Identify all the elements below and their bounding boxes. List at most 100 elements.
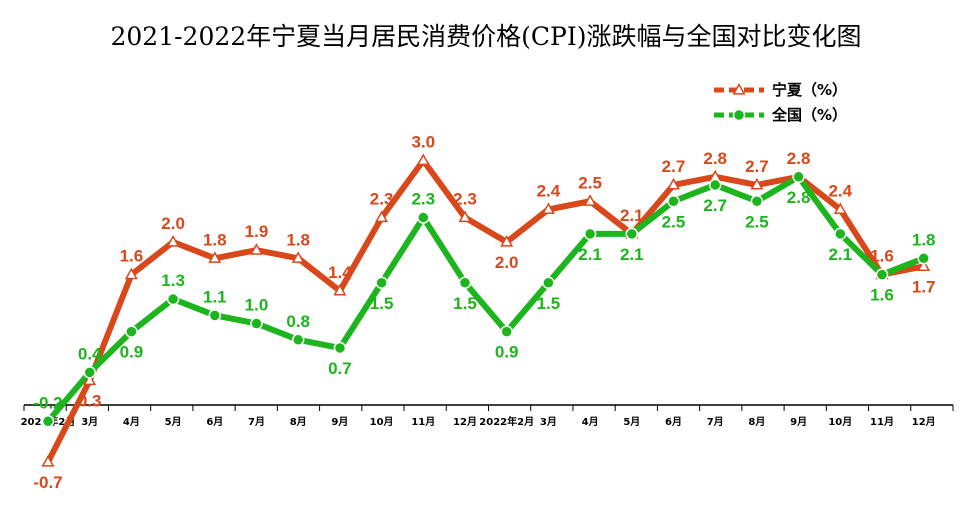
ningxia-point <box>917 259 931 272</box>
x-axis: 2021年2月3月4月5月6月7月8月9月10月11月12月2022年2月3月4… <box>21 404 954 428</box>
ningxia-data-label: 1.8 <box>203 230 227 249</box>
national-point <box>875 268 889 281</box>
ningxia-point <box>249 243 264 255</box>
x-tick-label: 3月 <box>81 416 98 428</box>
ningxia-data-label: 2.4 <box>828 181 852 200</box>
ningxia-data-label: 3.0 <box>411 133 435 152</box>
national-point <box>500 325 513 338</box>
x-tick-label: 10月 <box>370 416 394 428</box>
ningxia-data-label: 1.7 <box>912 277 936 296</box>
series-line-ningxia <box>45 157 927 466</box>
national-point <box>542 276 555 289</box>
ningxia-point <box>166 234 180 247</box>
ningxia-point <box>458 210 472 223</box>
ningxia-point <box>416 153 430 166</box>
x-tick-label: 12月 <box>912 416 936 428</box>
ningxia-point <box>583 194 597 206</box>
ningxia-point <box>750 177 764 190</box>
national-data-label: 0.4 <box>78 344 102 363</box>
ningxia-data-label: 0.3 <box>78 392 102 411</box>
ningxia-point <box>208 251 222 263</box>
legend: 宁夏（%） 全国（%） <box>714 81 847 124</box>
ningxia-data-label: 2.8 <box>703 149 727 168</box>
x-tick-label: 8月 <box>748 416 765 428</box>
national-data-label: 2.5 <box>662 212 686 231</box>
x-tick-label: 3月 <box>540 416 557 428</box>
national-data-label: -0.2 <box>33 393 62 412</box>
ningxia-data-label: 1.4 <box>328 263 352 282</box>
ningxia-point <box>375 210 389 223</box>
legend-circle-marker <box>732 108 746 122</box>
national-point <box>792 170 805 184</box>
legend-label: 宁夏（%） <box>772 81 847 99</box>
ningxia-data-label: 1.8 <box>286 230 310 249</box>
national-point <box>166 292 180 306</box>
national-data-label: 1.5 <box>537 294 561 313</box>
ningxia-data-label: 2.3 <box>370 190 394 209</box>
x-tick-label: 9月 <box>790 416 807 428</box>
x-tick-label: 4月 <box>123 416 140 428</box>
ningxia-point <box>124 267 138 280</box>
national-point <box>125 325 138 338</box>
national-data-label: 2.1 <box>620 245 644 264</box>
legend-triangle-marker <box>732 82 746 95</box>
national-point <box>750 195 764 208</box>
ningxia-data-label: 1.9 <box>245 222 269 241</box>
ningxia-data-label: 2.4 <box>537 181 561 200</box>
national-data-label: 2.1 <box>828 245 852 264</box>
national-point <box>708 178 722 192</box>
national-data-label: 1.5 <box>453 294 477 313</box>
national-data-label: 2.3 <box>411 190 435 209</box>
national-point <box>333 341 347 355</box>
national-point <box>291 333 305 347</box>
x-tick-label: 4月 <box>582 416 599 428</box>
x-tick-label: 7月 <box>248 416 265 428</box>
national-data-label: 1.5 <box>370 294 394 313</box>
national-point <box>41 415 55 428</box>
national-data-label: 0.9 <box>120 343 144 362</box>
series-line-national <box>45 173 927 425</box>
x-tick-label: 5月 <box>165 416 182 428</box>
ningxia-data-label: 2.7 <box>745 157 769 176</box>
national-point <box>375 276 388 289</box>
ningxia-data-label: 1.6 <box>870 247 894 266</box>
national-data-label: 1.0 <box>245 296 269 315</box>
ningxia-point <box>83 373 97 386</box>
national-data-label: 0.8 <box>286 312 310 331</box>
national-data-label: 1.3 <box>161 271 185 290</box>
ningxia-data-label: 2.3 <box>453 190 477 209</box>
national-point <box>625 227 639 241</box>
national-point <box>250 317 263 330</box>
national-data-label: 2.8 <box>787 188 811 207</box>
national-point <box>583 227 597 241</box>
x-tick-label: 12月 <box>453 416 477 428</box>
ningxia-data-label: 2.0 <box>161 214 185 233</box>
national-data-label: 0.9 <box>495 343 519 362</box>
chart-title: 2021-2022年宁夏当月居民消费价格(CPI)涨跌幅与全国对比变化图 <box>110 22 861 51</box>
x-tick-label: 6月 <box>206 416 223 428</box>
national-data-label: 0.7 <box>328 359 352 378</box>
national-point <box>667 195 680 208</box>
series-layer <box>41 153 931 467</box>
x-tick-label: 7月 <box>707 416 724 428</box>
ningxia-data-label: 2.7 <box>662 157 686 176</box>
x-tick-label: 6月 <box>665 416 682 428</box>
data-labels: -0.7 0.3 1.6 2.0 1.8 1.9 1.8 1.4 2.3 3.0 2.3 2.0 2.4… <box>33 133 935 493</box>
national-data-label: 2.5 <box>745 212 769 231</box>
national-point <box>417 211 430 224</box>
ningxia-data-label: -0.7 <box>33 473 62 492</box>
national-point <box>83 366 96 379</box>
x-tick-label: 5月 <box>623 416 640 428</box>
national-data-label: 1.6 <box>870 286 894 305</box>
x-tick-label: 11月 <box>411 416 435 428</box>
national-data-label: 2.7 <box>703 196 727 215</box>
ningxia-point <box>333 283 347 296</box>
ningxia-point <box>833 202 847 214</box>
x-tick-label: 8月 <box>290 416 307 428</box>
ningxia-data-label: 1.6 <box>120 247 144 266</box>
ningxia-point <box>291 251 305 263</box>
ningxia-data-label: 2.8 <box>787 149 811 168</box>
x-tick-label: 10月 <box>828 416 852 428</box>
national-point <box>458 276 472 289</box>
x-tick-label: 11月 <box>870 416 894 428</box>
